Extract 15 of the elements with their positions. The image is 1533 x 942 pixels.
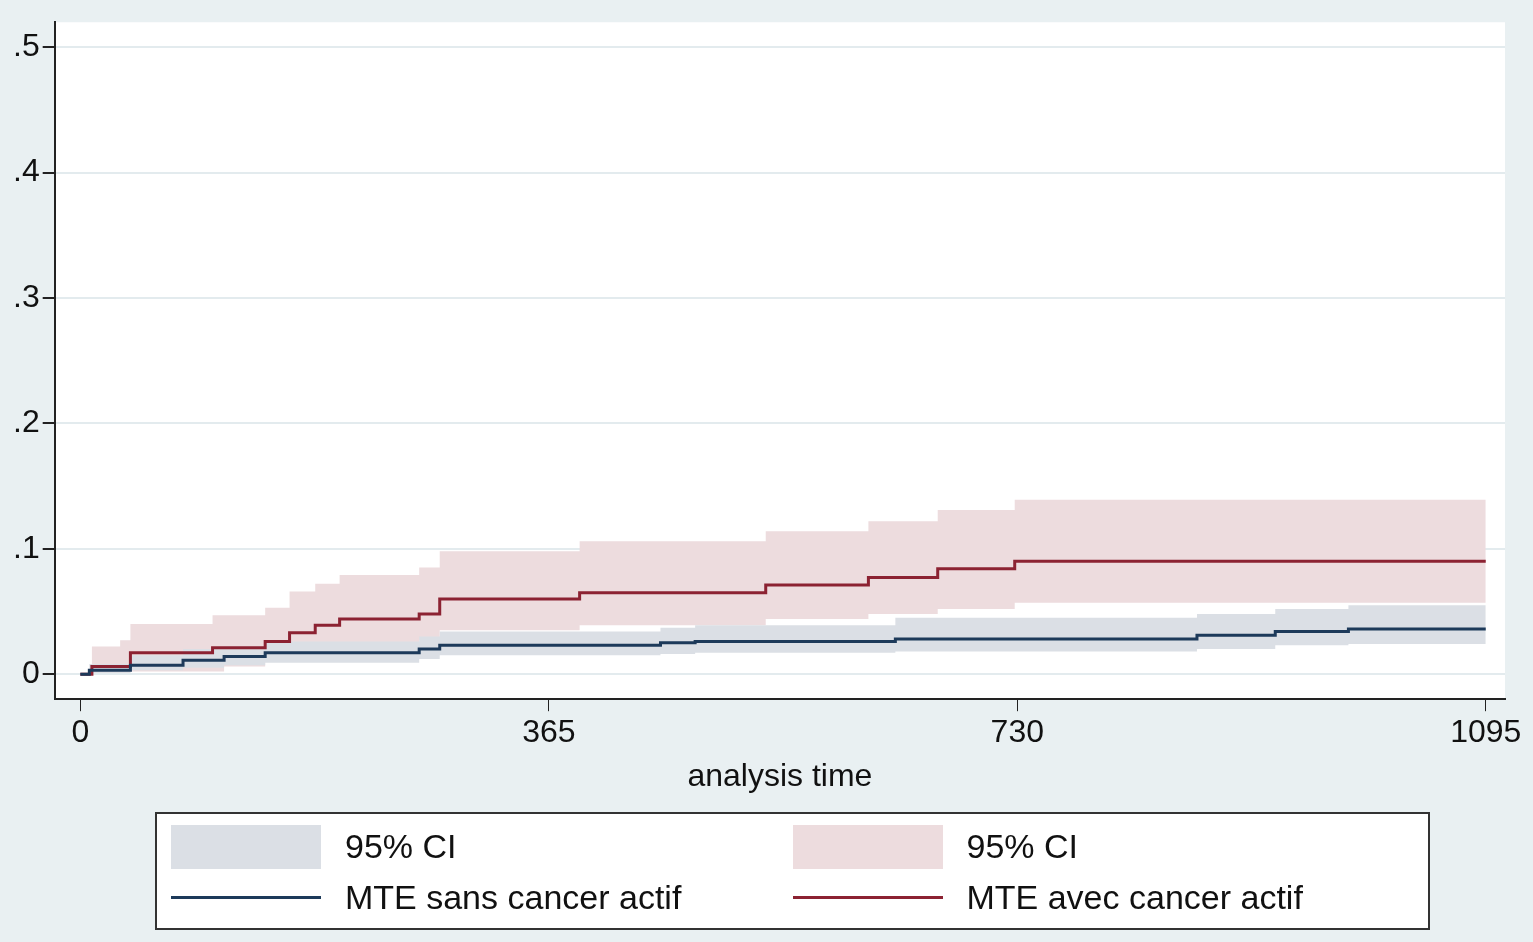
text: 95% CI	[966, 827, 1078, 867]
y-tick-label: .3	[13, 277, 40, 314]
x-tick-label: 0	[71, 713, 90, 750]
y-tick-label: .1	[13, 528, 40, 565]
y-tick-label: 0	[21, 653, 40, 690]
x-tick-label: 1095	[1450, 713, 1522, 750]
text: 95% CI	[345, 827, 457, 867]
x-tick-label: 730	[990, 713, 1044, 750]
legend-label: MTE sans cancer actif	[345, 878, 682, 918]
y-tick-label: .4	[13, 152, 40, 189]
x-axis-title: analysis time	[687, 756, 873, 793]
legend-label: MTE avec cancer actif	[966, 878, 1303, 918]
y-tick-label: .2	[13, 403, 40, 440]
y-tick-label: .5	[13, 27, 40, 64]
x-tick-label: 365	[522, 713, 576, 750]
